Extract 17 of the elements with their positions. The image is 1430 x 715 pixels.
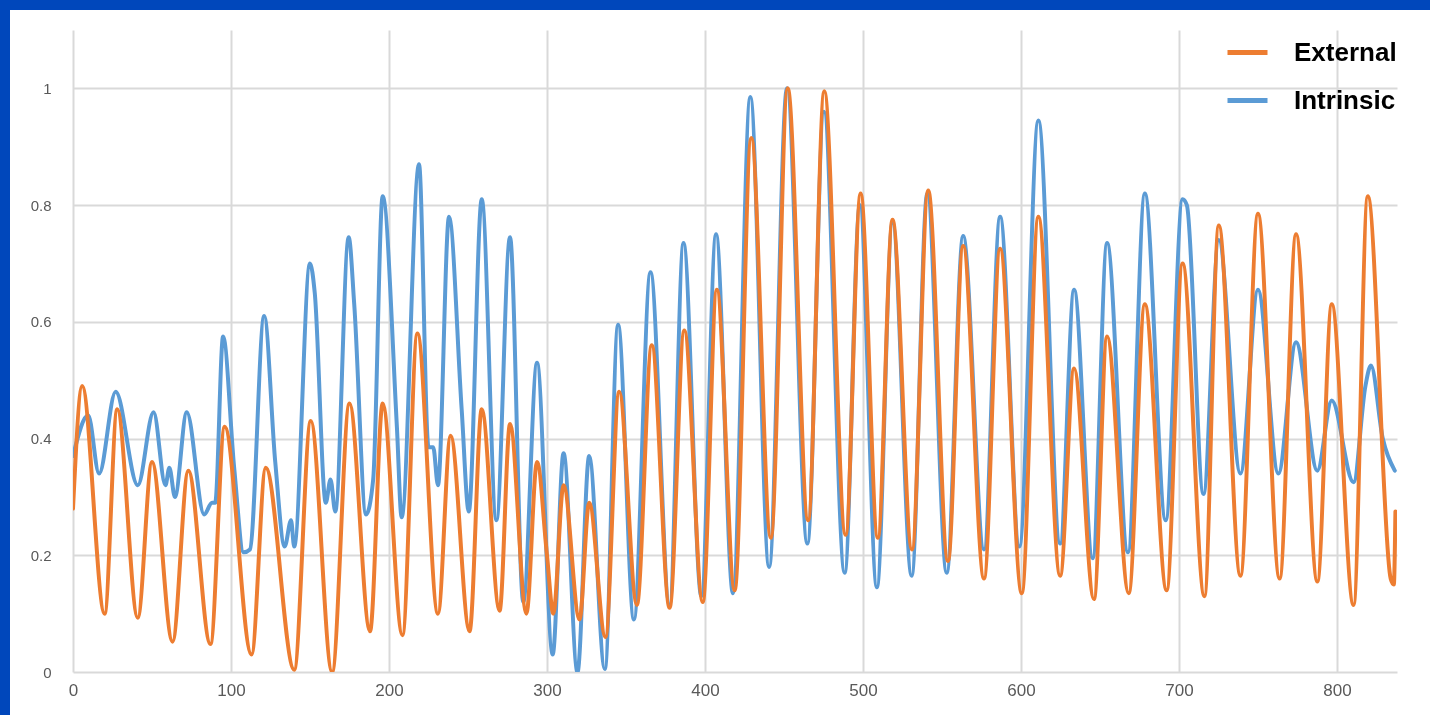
y-tick-label: 0.8 [30,196,52,214]
legend-label: Intrinsic [1294,84,1396,115]
y-tick-label: 0.4 [30,430,52,448]
x-tick-label: 0 [68,680,79,700]
y-tick-label: 0.2 [30,546,52,564]
legend-label: External [1294,36,1397,67]
x-tick-label: 800 [1323,680,1352,700]
x-tick-label: 300 [533,680,562,700]
x-tick-label: 100 [217,680,246,700]
x-tick-label: 600 [1007,680,1036,700]
x-tick-label: 700 [1165,680,1194,700]
y-tick-label: 1 [43,79,52,97]
y-tick-label: 0 [43,663,52,681]
x-tick-label: 200 [375,680,404,700]
x-tick-label: 500 [849,680,878,700]
x-tick-label: 400 [691,680,720,700]
y-tick-label: 0.6 [30,313,52,331]
